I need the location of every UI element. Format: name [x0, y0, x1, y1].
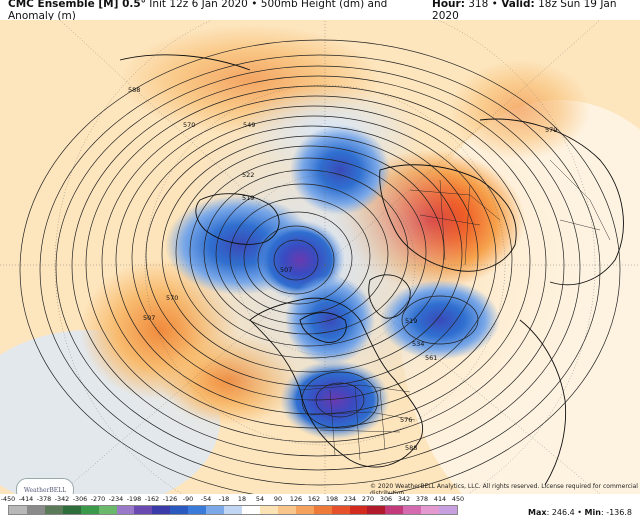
max-value: 246.4	[551, 508, 575, 517]
valid-value: 18z Sun 19 Jan 2020	[432, 0, 617, 22]
legend-tick-label: -450	[0, 495, 16, 503]
contour-label: 507	[143, 314, 155, 322]
trough-arctic	[290, 125, 390, 215]
legend-tick-label: -270	[90, 495, 106, 503]
map-canvas: 588 570 549 522 519 507 570 507 519 534 …	[0, 20, 640, 494]
contour-label: 588	[128, 86, 140, 94]
contour-label: 579	[545, 126, 557, 134]
legend-swatch	[331, 506, 350, 514]
legend-swatch	[385, 506, 404, 514]
legend-swatch	[152, 506, 171, 514]
legend-swatch	[259, 506, 278, 514]
legend-swatch	[421, 506, 440, 514]
trough-atlantic	[380, 280, 500, 360]
legend-swatch	[134, 506, 153, 514]
contour-label: 519	[405, 317, 417, 325]
valid-label: Valid:	[501, 0, 535, 10]
legend-tick-label: -234	[108, 495, 124, 503]
legend-tick-label: 90	[273, 495, 283, 503]
legend-swatch	[295, 506, 314, 514]
max-min-readout: Max: 246.4 • Min: -136.8	[528, 508, 632, 517]
coastlines	[119, 54, 624, 486]
legend-tick-label: -198	[126, 495, 142, 503]
legend-swatch	[116, 506, 135, 514]
legend-tick-label: 306	[379, 495, 393, 503]
copyright-credit: © 2020 WeatherBELL Analytics, LLC. All r…	[370, 483, 638, 497]
model-name: CMC Ensemble [M] 0.5°	[8, 0, 146, 10]
legend-swatch	[62, 506, 81, 514]
contour-label: 522	[242, 171, 254, 179]
legend-swatch	[224, 506, 242, 514]
contour-label: 588	[405, 444, 417, 452]
weatherbell-logo: WeatherBELL	[16, 478, 74, 494]
legend-swatch	[277, 506, 296, 514]
legend-tick-label: -90	[182, 495, 194, 503]
legend-swatch	[9, 506, 27, 514]
legend-tick-label: 270	[361, 495, 375, 503]
min-label: Min	[584, 508, 601, 517]
anomaly-map: 588 570 549 522 519 507 570 507 519 534 …	[0, 20, 640, 494]
legend-tick-label: -162	[144, 495, 160, 503]
legend-tick-label: 162	[307, 495, 321, 503]
contour-label: 561	[425, 354, 437, 362]
legend-colorbar	[8, 505, 458, 515]
legend-tick-label: 450	[451, 495, 465, 503]
contour-label: 570	[183, 121, 195, 129]
height-contours	[19, 39, 621, 494]
max-label: Max	[528, 508, 547, 517]
header-right: Hour: 318 • Valid: 18z Sun 19 Jan 2020	[432, 0, 617, 22]
legend-tick-label: -342	[54, 495, 70, 503]
init-time: Init 12z 6 Jan 2020	[149, 0, 248, 10]
contour-labels: 588 570 549 522 519 507 570 507 519 534 …	[128, 86, 557, 452]
legend-tick-label: -306	[72, 495, 88, 503]
legend-ticks: -450 -414 -378 -342 -306 -270 -234 -198 -162 -126…	[1, 494, 464, 504]
legend-tick-label: 414	[433, 495, 447, 503]
legend-swatch	[313, 506, 332, 514]
contour-label: 519	[242, 194, 254, 202]
legend-tick-label: -378	[36, 495, 52, 503]
legend-tick-label: 378	[415, 495, 429, 503]
contour-label: 534	[412, 340, 424, 348]
legend-swatch	[80, 506, 99, 514]
legend-swatch	[206, 506, 225, 514]
legend-tick-label: 342	[397, 495, 411, 503]
hour-value: 318	[468, 0, 489, 10]
legend-tick-label: -414	[18, 495, 34, 503]
legend-swatch	[170, 506, 189, 514]
hour-label: Hour:	[432, 0, 465, 10]
min-value: -136.8	[606, 508, 632, 517]
legend-swatch	[26, 506, 45, 514]
graticule	[0, 20, 640, 494]
contour-label: 576	[400, 416, 412, 424]
legend-swatch	[98, 506, 117, 514]
legend-tick-label: 198	[325, 495, 339, 503]
borders	[299, 159, 611, 461]
legend-swatch	[403, 506, 422, 514]
contour-label: 507	[280, 266, 292, 274]
map-header: CMC Ensemble [M] 0.5° Init 12z 6 Jan 202…	[0, 0, 640, 22]
legend-swatch	[367, 506, 386, 514]
legend-tick-label: 18	[237, 495, 247, 503]
legend-tick-label: 234	[343, 495, 357, 503]
legend-tick-label: 126	[289, 495, 303, 503]
legend-swatch	[439, 506, 458, 514]
trough-hudson	[285, 275, 375, 365]
legend-tick-label: 54	[255, 495, 265, 503]
product-name: 500mb Height (dm) and Anomaly (m)	[8, 0, 388, 22]
legend-swatch	[44, 506, 63, 514]
anomaly-legend: -450 -414 -378 -342 -306 -270 -234 -198 -162 -126…	[0, 494, 640, 526]
legend-swatch	[188, 506, 207, 514]
header-left: CMC Ensemble [M] 0.5° Init 12z 6 Jan 202…	[8, 0, 388, 22]
legend-tick-label: -54	[200, 495, 212, 503]
legend-swatch	[241, 506, 260, 514]
contour-label: 570	[166, 294, 178, 302]
legend-tick-label: -18	[218, 495, 230, 503]
legend-tick-label: -126	[162, 495, 178, 503]
legend-swatch	[349, 506, 368, 514]
contour-label: 549	[243, 121, 255, 129]
